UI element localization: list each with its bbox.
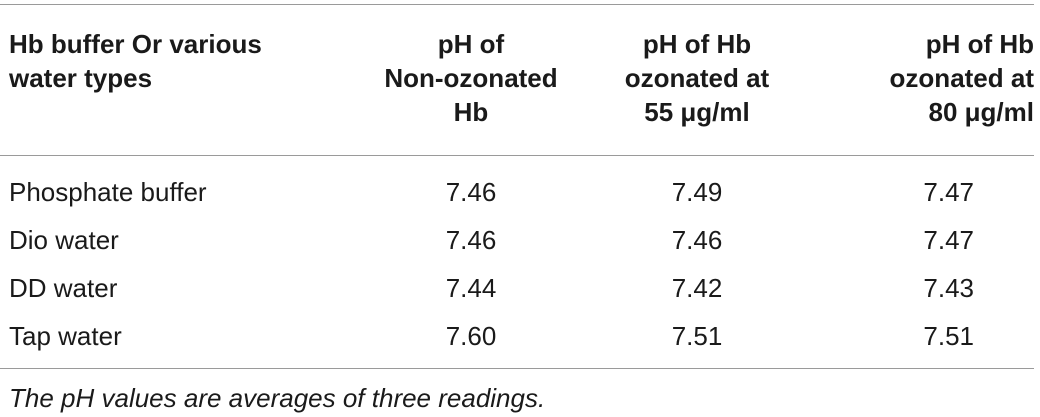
row-label: Dio water (9, 224, 119, 255)
table-row: Tap water 7.60 7.51 7.51 (0, 312, 1040, 360)
header-ozonated-80: pH of Hb ozonated at 80 μg/ml (889, 29, 1034, 127)
header-water-type: Hb buffer Or various water types (9, 29, 262, 93)
cell-non-ozonated: 7.60 (445, 320, 497, 351)
table-row: DD water 7.44 7.42 7.43 (0, 264, 1040, 312)
cell-ozonated-55: 7.42 (671, 272, 723, 303)
cell-ozonated-55: 7.46 (671, 224, 723, 255)
cell-non-ozonated: 7.46 (445, 224, 497, 255)
data-table: Hb buffer Or various water types pH of N… (0, 4, 1040, 415)
table-body: Phosphate buffer 7.46 7.49 7.47 Dio wate… (0, 156, 1040, 360)
header-ozonated-55: pH of Hb ozonated at 55 μg/ml (624, 29, 770, 127)
row-label: DD water (9, 272, 118, 303)
bottom-rule (0, 368, 1034, 369)
cell-ozonated-80: 7.47 (923, 224, 974, 255)
cell-ozonated-55: 7.49 (671, 176, 723, 207)
cell-non-ozonated: 7.44 (445, 272, 497, 303)
cell-ozonated-55: 7.51 (671, 320, 723, 351)
row-label: Tap water (9, 320, 122, 351)
table-row: Dio water 7.46 7.46 7.47 (0, 216, 1040, 264)
header-non-ozonated: pH of Non-ozonated Hb (384, 29, 558, 127)
cell-ozonated-80: 7.47 (923, 176, 974, 207)
row-label: Phosphate buffer (9, 176, 207, 207)
header-rule (0, 155, 1034, 156)
top-rule (0, 4, 1034, 5)
cell-ozonated-80: 7.43 (923, 272, 974, 303)
cell-non-ozonated: 7.46 (445, 176, 497, 207)
table-header: Hb buffer Or various water types pH of N… (0, 5, 1040, 155)
table-row: Phosphate buffer 7.46 7.49 7.47 (0, 168, 1040, 216)
cell-ozonated-80: 7.51 (923, 320, 974, 351)
table-footnote: The pH values are averages of three read… (9, 383, 546, 413)
